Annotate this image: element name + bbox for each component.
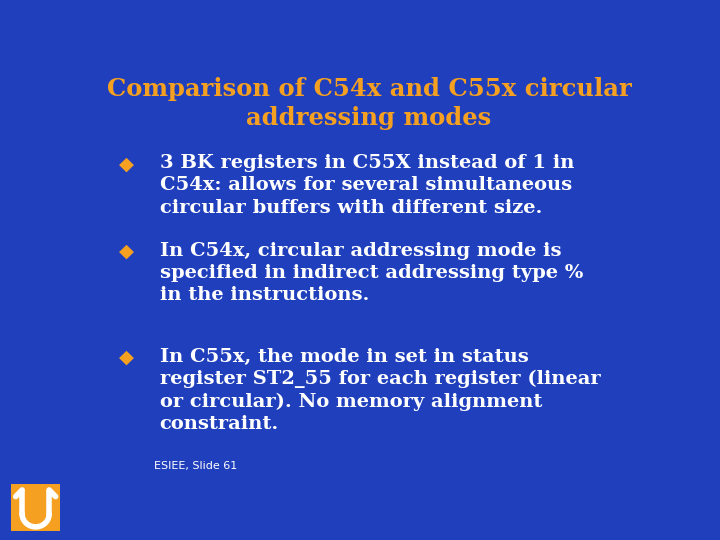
Text: Comparison of C54x and C55x circular
addressing modes: Comparison of C54x and C55x circular add… bbox=[107, 77, 631, 130]
Text: ◆: ◆ bbox=[119, 348, 134, 367]
FancyBboxPatch shape bbox=[11, 484, 60, 531]
Text: ◆: ◆ bbox=[119, 154, 134, 173]
Text: In C55x, the mode in set in status
register ST2_55 for each register (linear
or : In C55x, the mode in set in status regis… bbox=[160, 348, 600, 433]
Text: ESIEE, Slide 61: ESIEE, Slide 61 bbox=[154, 462, 238, 471]
Text: 3 BK registers in C55X instead of 1 in
C54x: allows for several simultaneous
cir: 3 BK registers in C55X instead of 1 in C… bbox=[160, 154, 574, 217]
Text: ◆: ◆ bbox=[119, 241, 134, 260]
Text: In C54x, circular addressing mode is
specified in indirect addressing type %
in : In C54x, circular addressing mode is spe… bbox=[160, 241, 583, 304]
